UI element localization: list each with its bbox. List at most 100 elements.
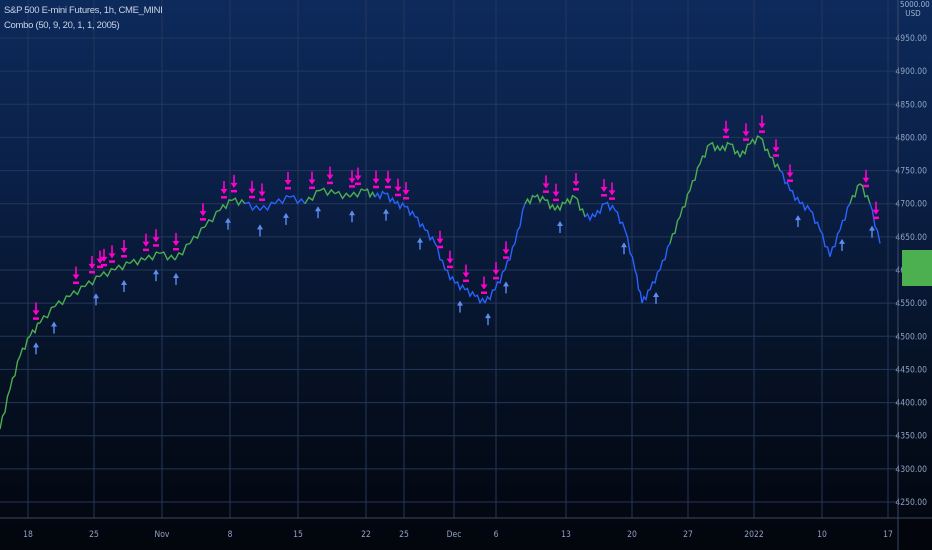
sell-signal-marker (722, 120, 730, 139)
sell-signal-marker (284, 171, 292, 190)
buy-signal-marker (315, 206, 321, 219)
sell-signal-marker (492, 261, 500, 280)
price-line-segment (554, 201, 566, 212)
x-tick-label: 2022 (744, 530, 764, 540)
sell-signal-marker (542, 175, 550, 193)
price-line-segment (69, 285, 86, 297)
price-line-segment (159, 251, 176, 261)
price-line-segment (534, 193, 546, 204)
sell-signal-marker (88, 255, 96, 274)
price-line-segment (494, 269, 506, 291)
sell-signal-marker (502, 241, 510, 259)
sell-signal-marker (96, 250, 104, 269)
sell-signal-marker (446, 250, 454, 269)
buy-signal-marker (173, 272, 179, 285)
x-tick-label: 8 (228, 530, 233, 540)
sell-signal-marker (172, 232, 180, 251)
price-line-segment (129, 256, 146, 267)
x-tick-label: 25 (399, 530, 409, 540)
price-line-segment (19, 335, 31, 357)
price-line-segment (594, 203, 606, 218)
price-line-segment (474, 294, 486, 305)
sell-signal-marker (742, 123, 750, 141)
price-line-segment (504, 243, 516, 271)
price-line-segment (99, 267, 116, 278)
price-line-segment (809, 209, 821, 231)
price-line-segment (739, 143, 751, 158)
price-line-segment (709, 141, 721, 153)
sell-signal-marker (72, 266, 80, 285)
x-tick-label: 27 (683, 530, 693, 540)
price-line-segment (669, 216, 681, 244)
y-tick-label: 4900.00 (895, 67, 927, 77)
price-line-segment (564, 194, 576, 206)
price-line-segment (231, 197, 246, 207)
sell-signal-marker (108, 245, 116, 263)
symbol-title: S&P 500 E-mini Futures, 1h, CME_MINI (4, 5, 163, 16)
x-tick-label: 22 (361, 530, 371, 540)
y-tick-label: 4250.00 (895, 498, 927, 508)
y-tick-label: 4650.00 (895, 233, 927, 243)
price-line-segment (649, 269, 661, 291)
price-line-segment (434, 243, 446, 271)
price-line-segment (274, 194, 291, 205)
buy-signal-marker (557, 221, 563, 234)
price-line-segment (174, 242, 191, 261)
price-line-segment (679, 190, 691, 218)
price-line-segment (524, 194, 536, 206)
price-line-segment (574, 196, 586, 218)
price-line-segment (304, 189, 321, 205)
buy-signal-marker (383, 208, 389, 221)
buy-signal-marker (457, 300, 463, 313)
y-tick-label: 4700.00 (895, 200, 927, 210)
price-line-segment (464, 287, 476, 298)
price-line-segment (749, 135, 761, 146)
sell-signal-marker (608, 182, 616, 200)
buy-signal-marker (257, 224, 263, 237)
x-tick-label: Dec (447, 530, 462, 540)
buy-signal-marker (349, 210, 355, 223)
price-scale-currency: USD (905, 9, 921, 18)
sell-signal-marker (572, 173, 580, 191)
x-tick-label: 10 (817, 530, 827, 540)
price-line-segment (444, 269, 456, 284)
price-line-segment (404, 205, 416, 218)
buy-signal-marker (485, 313, 491, 326)
axis-corner (899, 519, 932, 550)
price-line-segment (759, 136, 771, 158)
price-line-segment (584, 212, 596, 222)
buy-signal-marker (225, 217, 231, 230)
sell-signal-marker (394, 178, 402, 197)
price-line-segment (0, 389, 11, 430)
sell-signal-marker (372, 170, 380, 189)
price-line-segment (719, 141, 731, 153)
price-scale-top-label: 5000.00 (900, 0, 930, 9)
price-line-segment (634, 269, 643, 304)
price-line-segment (829, 229, 841, 257)
price-line-segment (779, 170, 791, 191)
price-line-segment (424, 229, 436, 244)
price-line-segment (659, 243, 671, 271)
sell-signal-marker (552, 183, 560, 202)
price-line-segment (769, 156, 781, 171)
sell-signal-marker (462, 264, 470, 283)
price-line-segment (689, 163, 701, 191)
price-line-segment (319, 187, 336, 197)
buy-signal-marker (51, 321, 57, 334)
x-tick-label: 25 (89, 530, 99, 540)
sell-signal-marker (326, 166, 334, 185)
price-line-segment (39, 305, 56, 324)
price-line-segment (849, 183, 861, 204)
price-line-segment (819, 229, 831, 257)
x-tick-label: 13 (561, 530, 571, 540)
y-tick-label: 4450.00 (895, 365, 927, 375)
price-line-segment (454, 280, 466, 292)
buy-signal-marker (503, 281, 509, 294)
price-line-segment (544, 199, 556, 211)
sell-signal-marker (248, 180, 256, 199)
y-tick-label: 4500.00 (895, 332, 927, 342)
buy-signal-marker (621, 242, 627, 255)
buy-signal-marker (121, 280, 127, 293)
price-line-segment (204, 209, 221, 228)
